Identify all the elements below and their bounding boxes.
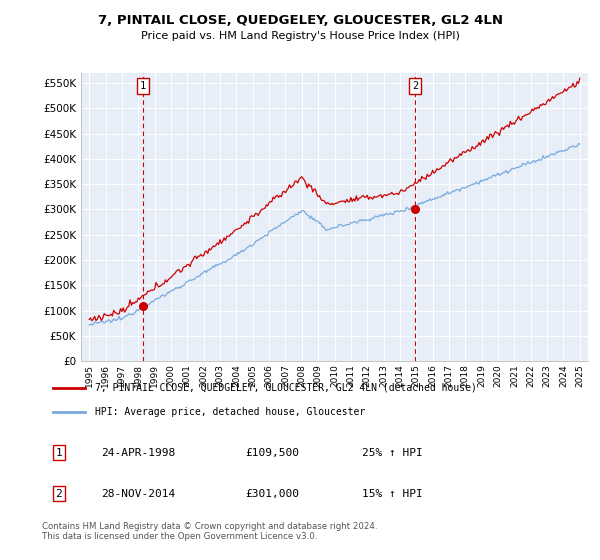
Text: 28-NOV-2014: 28-NOV-2014 <box>101 489 175 499</box>
Text: 1: 1 <box>140 81 146 91</box>
Text: HPI: Average price, detached house, Gloucester: HPI: Average price, detached house, Glou… <box>95 407 365 417</box>
Text: £301,000: £301,000 <box>245 489 299 499</box>
Text: Price paid vs. HM Land Registry's House Price Index (HPI): Price paid vs. HM Land Registry's House … <box>140 31 460 41</box>
Text: Contains HM Land Registry data © Crown copyright and database right 2024.
This d: Contains HM Land Registry data © Crown c… <box>42 522 377 542</box>
Text: 1: 1 <box>55 448 62 458</box>
Text: 15% ↑ HPI: 15% ↑ HPI <box>362 489 423 499</box>
Text: 25% ↑ HPI: 25% ↑ HPI <box>362 448 423 458</box>
Text: 2: 2 <box>55 489 62 499</box>
Text: 7, PINTAIL CLOSE, QUEDGELEY, GLOUCESTER, GL2 4LN: 7, PINTAIL CLOSE, QUEDGELEY, GLOUCESTER,… <box>97 14 503 27</box>
Text: 2: 2 <box>412 81 418 91</box>
Text: 7, PINTAIL CLOSE, QUEDGELEY, GLOUCESTER, GL2 4LN (detached house): 7, PINTAIL CLOSE, QUEDGELEY, GLOUCESTER,… <box>95 383 477 393</box>
Text: 24-APR-1998: 24-APR-1998 <box>101 448 175 458</box>
Text: £109,500: £109,500 <box>245 448 299 458</box>
